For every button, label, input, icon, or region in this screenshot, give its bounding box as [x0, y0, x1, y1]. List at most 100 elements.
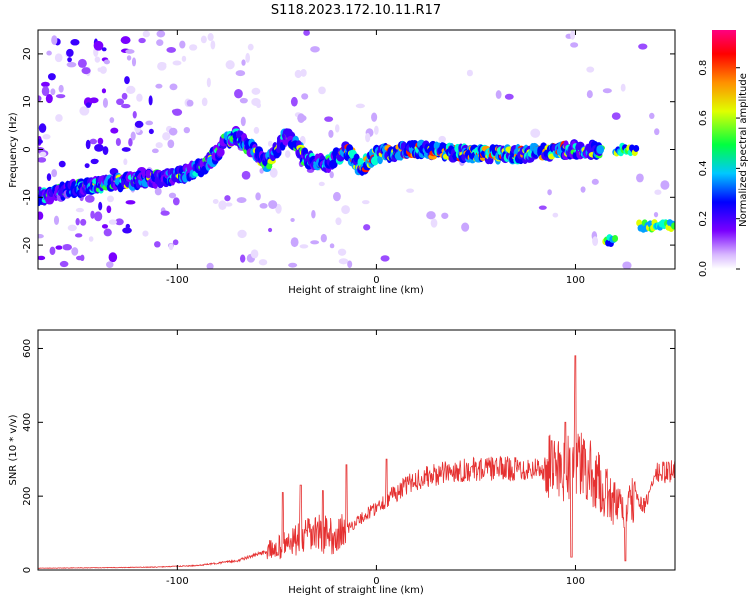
y-tick-label: -10 [22, 189, 33, 205]
heatmap-speckle [580, 186, 586, 193]
colorbar-tick-label: 0.2 [698, 211, 709, 227]
heatmap-speckle [183, 126, 190, 134]
heatmap-speckle [320, 233, 327, 243]
colorbar-tick-label: 0.8 [698, 60, 709, 76]
heatmap-speckle [94, 211, 103, 222]
heatmap-speckle [324, 116, 334, 122]
heatmap-speckle [347, 260, 353, 269]
heatmap-speckle [329, 243, 335, 249]
heatmap-speckle [329, 171, 334, 179]
heatmap-speckle [620, 83, 626, 92]
heatmap-speckle [50, 88, 56, 96]
y-tick-label: 20 [22, 48, 33, 61]
heatmap-speckle [38, 139, 43, 145]
snr-frame [37, 329, 676, 571]
heatmap-speckle [103, 59, 111, 65]
heatmap-speckle [438, 135, 446, 143]
heatmap-speckle [374, 125, 379, 135]
heatmap-speckle [54, 53, 63, 63]
heatmap-speckle [41, 86, 50, 97]
x-tick-label: 0 [373, 576, 379, 587]
heatmap-speckle [38, 123, 47, 133]
y-tick-label: 600 [22, 339, 33, 358]
heatmap-speckle [504, 93, 514, 100]
heatmap-speckle [114, 218, 124, 226]
heatmap-speckle [79, 106, 90, 116]
heatmap-speckle [130, 131, 136, 141]
heatmap-speckle [53, 215, 60, 226]
y-tick-label: 0 [22, 146, 33, 152]
heatmap-speckle [134, 120, 144, 128]
spectrogram-ylabel: Frequency (Hz) [8, 112, 19, 188]
heatmap-speckle [132, 110, 137, 119]
heatmap-speckle [602, 88, 612, 94]
y-tick-label: 10 [22, 95, 33, 108]
heatmap-speckle [570, 42, 579, 48]
heatmap-speckle [241, 59, 246, 66]
heatmap-speckle [206, 262, 214, 269]
heatmap-speckle [136, 93, 143, 102]
heatmap-speckle [71, 247, 79, 256]
heatmap-speckle [206, 77, 211, 88]
heatmap-speckle [290, 237, 299, 248]
heatmap-speckle [55, 245, 63, 250]
spectrogram-cells [38, 30, 675, 269]
snr-panel: -100 0 100 0 200 400 600 Height of straight li… [8, 329, 676, 596]
heatmap-speckle [115, 137, 121, 146]
heatmap-speckle [649, 112, 655, 119]
heatmap-speckle [138, 37, 146, 44]
heatmap-speckle [250, 249, 259, 259]
heatmap-speckle [495, 90, 502, 99]
heatmap-speckle [77, 58, 87, 68]
heatmap-speckle [235, 70, 246, 77]
heatmap-speckle [102, 97, 108, 108]
heatmap-speckle [335, 124, 340, 133]
heatmap-speckle [58, 84, 64, 93]
heatmap-speckle [162, 132, 171, 141]
heatmap-speckle [154, 187, 162, 196]
heatmap-speckle [155, 142, 163, 149]
snr-axes: -100 0 100 0 200 400 600 [22, 330, 675, 587]
heatmap-speckle [38, 157, 47, 163]
y-tick-label: 200 [22, 487, 33, 506]
heatmap-speckle [290, 96, 298, 107]
heatmap-speckle [240, 116, 246, 127]
heatmap-speckle [255, 192, 261, 201]
heatmap-speckle [74, 233, 83, 238]
heatmap-speckle [88, 236, 94, 242]
heatmap-speckle [547, 189, 552, 196]
heatmap-speckle [168, 127, 178, 136]
heatmap-speckle [142, 230, 149, 237]
x-tick-label: 100 [566, 576, 585, 587]
heatmap-speckle [638, 43, 648, 50]
heatmap-speckle [97, 137, 104, 145]
heatmap-speckle [98, 201, 103, 211]
heatmap-speckle [311, 210, 316, 219]
heatmap-speckle [538, 205, 547, 210]
heatmap-speckle [124, 76, 130, 85]
heatmap-speckle [171, 109, 178, 114]
heatmap-speckle [654, 128, 660, 136]
heatmap-speckle [406, 188, 415, 193]
snr-xlabel: Height of straight line (km) [288, 585, 424, 596]
heatmap-speckle [251, 87, 261, 95]
heatmap-speckle [156, 30, 166, 38]
heatmap-speckle [430, 218, 438, 228]
colorbar-tick-label: 0.4 [698, 160, 709, 176]
heatmap-speckle [85, 139, 91, 150]
heatmap-speckle [586, 90, 593, 99]
heatmap-speckle [38, 233, 44, 239]
heatmap-speckle [267, 140, 273, 147]
heatmap-speckle [120, 36, 131, 45]
heatmap-speckle [441, 212, 449, 220]
heatmap-speckle [51, 169, 58, 178]
heatmap-speckle [122, 227, 132, 234]
heatmap-speckle [59, 260, 69, 268]
heatmap-speckle [241, 170, 251, 180]
heatmap-speckle [355, 103, 365, 109]
heatmap-speckle [172, 197, 180, 206]
heatmap-speckle [256, 102, 261, 109]
heatmap-speckle [38, 255, 46, 261]
heatmap-speckle [70, 39, 80, 46]
